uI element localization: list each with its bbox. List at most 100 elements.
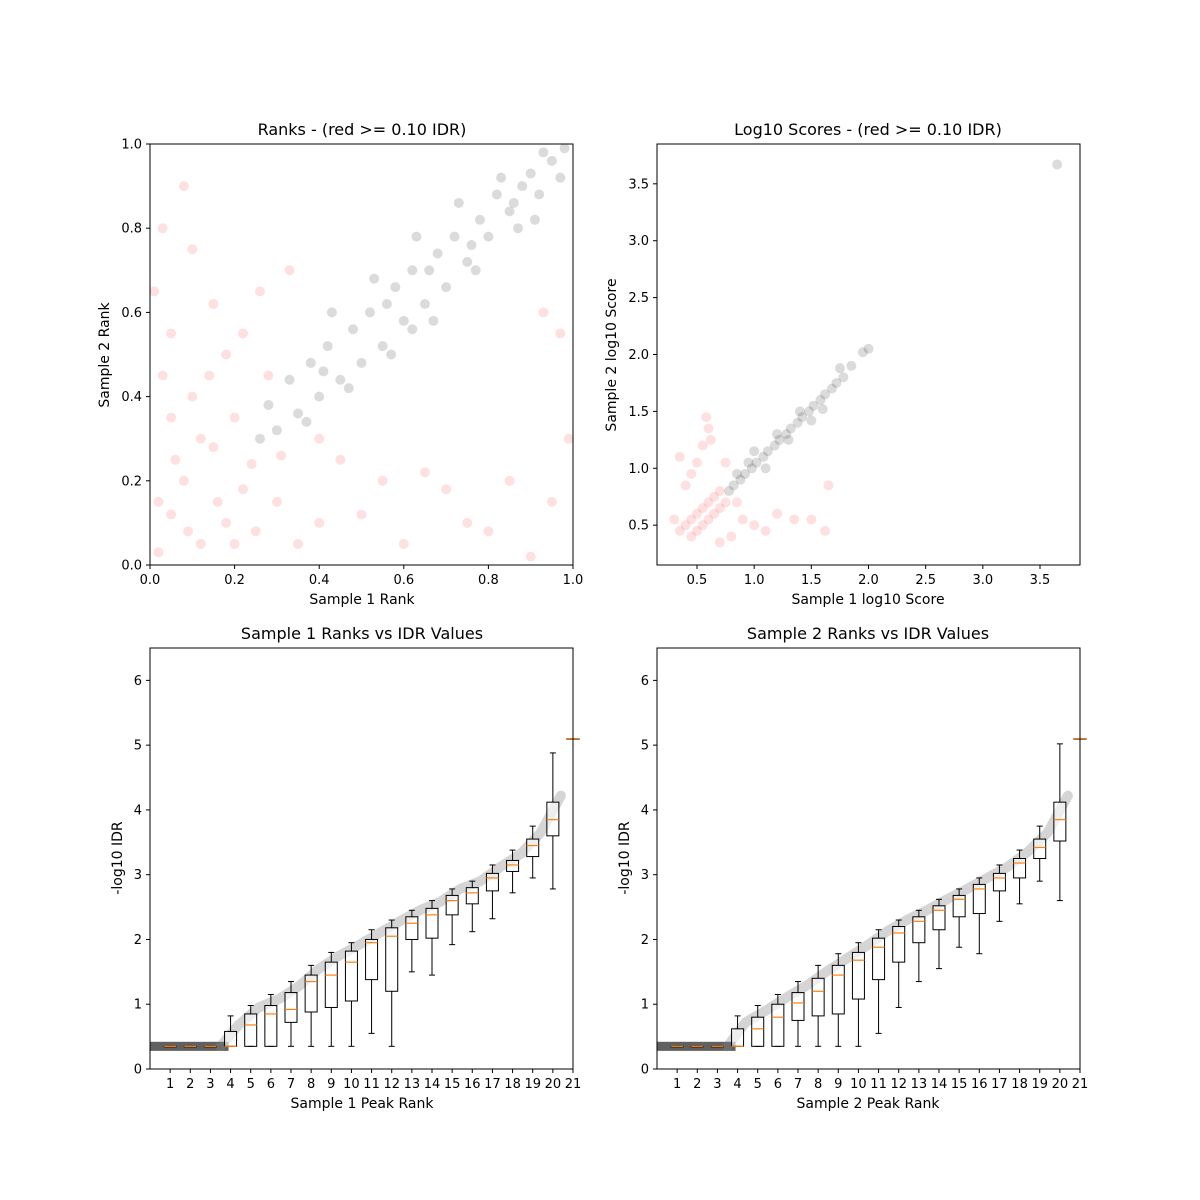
box-plot xyxy=(324,951,338,1047)
box xyxy=(892,926,906,963)
point-idr-pass xyxy=(284,374,295,385)
box-plot xyxy=(546,752,560,890)
point-idr-fail xyxy=(686,468,697,479)
point-idr-fail xyxy=(419,467,430,478)
point-idr-pass xyxy=(831,377,842,388)
box-plot xyxy=(932,898,946,970)
x-tick-label: 15 xyxy=(951,1077,968,1092)
chart-title: Sample 1 Ranks vs IDR Values xyxy=(241,624,483,643)
x-tick-label: 11 xyxy=(870,1077,887,1092)
point-idr-fail xyxy=(820,525,831,536)
point-idr-pass xyxy=(449,231,460,242)
box xyxy=(385,927,399,992)
point-idr-pass xyxy=(834,363,845,374)
x-tick-label: 9 xyxy=(327,1077,335,1092)
y-tick-label: 1.0 xyxy=(121,138,142,153)
x-tick-label: 4 xyxy=(733,1077,741,1092)
point-idr-fail xyxy=(806,514,817,525)
x-tick-label: 0.4 xyxy=(309,573,330,588)
y-tick-label: 1.5 xyxy=(628,405,649,420)
point-idr-pass xyxy=(432,248,443,259)
y-tick-label: 5 xyxy=(641,739,649,754)
box-plot xyxy=(791,981,805,1047)
y-tick-label: 0.8 xyxy=(121,222,142,237)
box xyxy=(264,1005,278,1047)
box-plot xyxy=(952,888,966,948)
box xyxy=(731,1028,745,1047)
point-idr-pass xyxy=(559,143,570,154)
point-idr-fail xyxy=(178,475,189,486)
box-plot xyxy=(526,825,540,879)
x-tick-label: 7 xyxy=(794,1077,802,1092)
point-idr-pass xyxy=(806,415,817,426)
box xyxy=(244,1013,258,1047)
y-tick-label: 2.5 xyxy=(628,291,649,306)
box-plot xyxy=(992,864,1006,922)
scores-scatter-panel: Log10 Scores - (red >= 0.10 IDR) 0.5 1.0 1… xyxy=(604,120,1081,608)
point-idr-pass xyxy=(301,416,312,427)
point-idr-fail xyxy=(254,286,265,297)
point-idr-pass xyxy=(838,372,849,383)
box xyxy=(851,951,865,1000)
scatter-points xyxy=(149,143,574,562)
box-plot xyxy=(163,1045,177,1048)
point-idr-fail xyxy=(314,517,325,528)
point-idr-pass xyxy=(534,189,545,200)
x-tick-label: 12 xyxy=(383,1077,400,1092)
point-idr-pass xyxy=(466,240,477,251)
point-idr-pass xyxy=(322,341,333,352)
x-tick-label: 17 xyxy=(991,1077,1008,1092)
point-idr-fail xyxy=(703,497,714,508)
x-tick-label: 2 xyxy=(693,1077,701,1092)
point-idr-fail xyxy=(709,491,720,502)
x-axis-ticks: 1 2 3 4 5 6 7 8 9 10 11 12 13 14 15 16 17 18 19 20 21 xyxy=(166,1069,581,1092)
box-plot xyxy=(183,1045,197,1048)
box xyxy=(224,1030,238,1047)
box-plot xyxy=(344,942,358,1047)
box xyxy=(324,961,338,1008)
y-tick-label: 0.2 xyxy=(121,474,142,489)
x-tick-label: 3.0 xyxy=(972,573,993,588)
point-idr-fail xyxy=(686,514,697,525)
point-idr-pass xyxy=(774,434,785,445)
x-tick-label: 2 xyxy=(186,1077,194,1092)
x-tick-label: 1.5 xyxy=(801,573,822,588)
box-plot xyxy=(1033,825,1047,882)
y-tick-label: 0.0 xyxy=(121,559,142,574)
point-idr-pass xyxy=(794,406,805,417)
box-plot xyxy=(731,1015,745,1047)
point-idr-pass xyxy=(751,457,762,468)
box-plot xyxy=(1053,743,1067,902)
point-idr-pass xyxy=(769,440,780,451)
box-plot xyxy=(690,1045,704,1048)
x-tick-label: 7 xyxy=(287,1077,295,1092)
point-idr-pass xyxy=(504,206,515,217)
point-idr-fail xyxy=(546,496,557,507)
box-plot xyxy=(811,964,825,1047)
point-idr-pass xyxy=(254,433,265,444)
y-axis-ticks: 0 1 2 3 4 5 6 xyxy=(641,674,657,1078)
x-axis-label: Sample 1 Peak Rank xyxy=(291,1096,435,1112)
x-tick-label: 8 xyxy=(814,1077,822,1092)
point-idr-fail xyxy=(525,551,536,562)
x-axis-ticks: 1 2 3 4 5 6 7 8 9 10 11 12 13 14 15 16 17 18 19 20 21 xyxy=(673,1069,1088,1092)
point-idr-fail xyxy=(293,538,304,549)
y-axis-label: Sample 2 Rank xyxy=(97,301,113,407)
box-plots xyxy=(670,738,1087,1048)
y-tick-label: 5 xyxy=(134,739,142,754)
x-tick-label: 14 xyxy=(424,1077,441,1092)
point-idr-fail xyxy=(208,298,219,309)
x-tick-label: 16 xyxy=(971,1077,988,1092)
point-idr-fail xyxy=(483,526,494,537)
box xyxy=(465,887,479,905)
y-tick-label: 6 xyxy=(641,674,649,689)
box xyxy=(932,905,946,931)
box-plot xyxy=(405,909,419,973)
y-axis-ticks: 0.0 0.2 0.4 0.6 0.8 1.0 xyxy=(121,138,150,574)
chart-title: Ranks - (red >= 0.10 IDR) xyxy=(258,120,467,139)
box xyxy=(506,859,520,872)
x-tick-label: 21 xyxy=(1072,1077,1089,1092)
point-idr-fail xyxy=(250,526,261,537)
x-axis-label: Sample 1 log10 Score xyxy=(791,592,944,608)
point-idr-pass xyxy=(746,463,757,474)
